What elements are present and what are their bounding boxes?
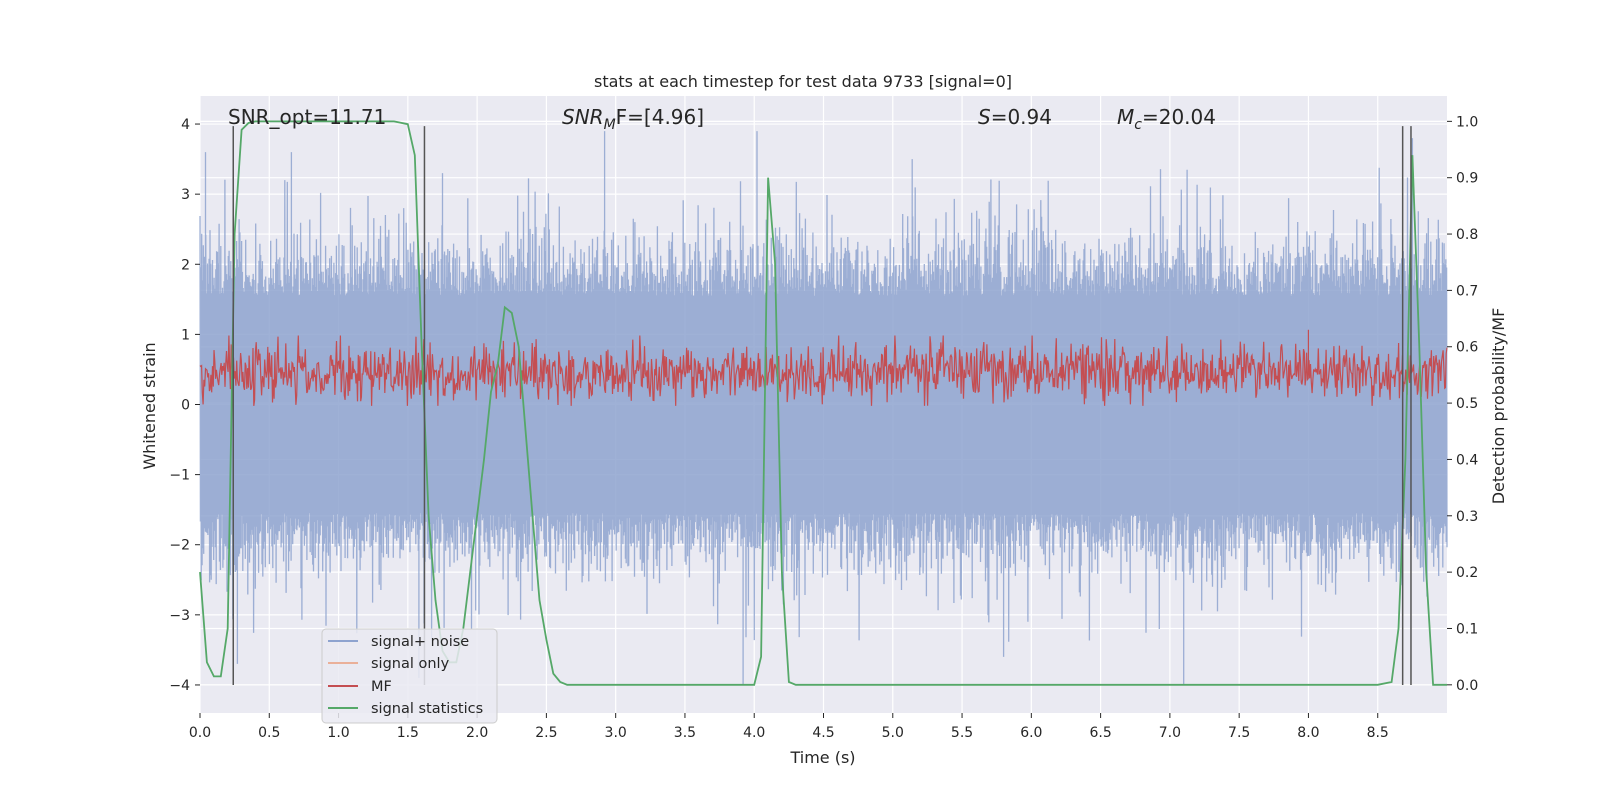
y-axis-right-ticks: 0.0 0.1 0.2 0.3 0.4 0.5 0.6 0.7 0.8 0.9 1.0 xyxy=(1447,114,1478,694)
y2-tick-label: 0.2 xyxy=(1456,565,1478,581)
y2-tick-label: 0.3 xyxy=(1456,509,1478,525)
x-axis-label: Time (s) xyxy=(789,748,855,767)
y2-tick-label: 0.8 xyxy=(1456,227,1478,243)
y2-tick-label: 0.0 xyxy=(1456,678,1478,694)
y-tick-label: −3 xyxy=(169,608,190,624)
x-tick-label: 3.0 xyxy=(605,725,627,741)
x-tick-label: 5.0 xyxy=(882,725,904,741)
x-tick-label: 3.5 xyxy=(674,725,696,741)
signal-statistics-series xyxy=(199,120,1447,686)
annotation-snr-opt: SNR_opt=11.71 xyxy=(228,105,386,129)
y-tick-label: 0 xyxy=(181,398,190,414)
y2-tick-label: 0.5 xyxy=(1456,396,1478,412)
mf-line xyxy=(199,329,1448,406)
mf-series xyxy=(199,329,1448,406)
y2-tick-label: 0.9 xyxy=(1456,171,1478,187)
x-tick-label: 8.5 xyxy=(1367,725,1389,741)
chart-title: stats at each timestep for test data 973… xyxy=(594,72,1012,91)
x-tick-label: 1.5 xyxy=(397,725,419,741)
x-tick-label: 0.0 xyxy=(189,725,211,741)
statistics-line xyxy=(199,120,1447,686)
x-tick-label: 6.5 xyxy=(1089,725,1111,741)
y2-tick-label: 0.7 xyxy=(1456,283,1478,299)
annotation-s: S=0.94 xyxy=(978,105,1052,129)
x-tick-label: 2.0 xyxy=(466,725,488,741)
annotation-snr-mf: SNRMF=[4.96] xyxy=(562,105,704,133)
vertical-markers xyxy=(232,126,1412,685)
legend-label-statistics: signal statistics xyxy=(371,701,483,717)
y-tick-label: −2 xyxy=(169,538,190,554)
x-tick-label: 1.0 xyxy=(327,725,349,741)
signal-noise-series xyxy=(199,131,1448,685)
y-tick-label: 2 xyxy=(181,257,190,273)
x-tick-label: 0.5 xyxy=(258,725,280,741)
y2-tick-label: 1.0 xyxy=(1456,114,1478,130)
x-tick-label: 7.0 xyxy=(1159,725,1181,741)
x-tick-label: 6.0 xyxy=(1020,725,1042,741)
y-tick-label: 3 xyxy=(181,187,190,203)
y2-tick-label: 0.1 xyxy=(1456,621,1478,637)
legend-label-signal-only: signal only xyxy=(371,656,450,672)
noise-line xyxy=(199,131,1448,685)
x-tick-label: 4.0 xyxy=(743,725,765,741)
legend: signal+ noise signal only MF signal stat… xyxy=(321,628,498,724)
y-axis-label: Whitened strain xyxy=(140,342,159,469)
y2-tick-label: 0.6 xyxy=(1456,340,1478,356)
legend-label-mf: MF xyxy=(371,679,392,695)
x-tick-label: 7.5 xyxy=(1228,725,1250,741)
annotation-mc: Mc=20.04 xyxy=(1117,105,1216,133)
y2-axis-label: Detection probability/MF xyxy=(1489,308,1508,505)
y-tick-label: −4 xyxy=(169,678,190,694)
x-tick-label: 5.5 xyxy=(951,725,973,741)
legend-box xyxy=(321,628,498,724)
x-tick-label: 2.5 xyxy=(535,725,557,741)
x-axis-ticks: 0.0 0.5 1.0 1.5 2.0 2.5 3.0 3.5 4.0 4.5 5.0 5.5 6.0 6… xyxy=(189,713,1389,741)
y-axis-left-ticks: −4 −3 −2 −1 0 1 2 3 4 xyxy=(169,117,200,694)
y2-tick-label: 0.4 xyxy=(1456,452,1478,468)
y-tick-label: −1 xyxy=(169,468,190,484)
legend-label-noise: signal+ noise xyxy=(371,634,469,650)
y-tick-label: 1 xyxy=(181,327,190,343)
x-tick-label: 8.0 xyxy=(1297,725,1319,741)
y-tick-label: 4 xyxy=(181,117,190,133)
x-tick-label: 4.5 xyxy=(812,725,834,741)
